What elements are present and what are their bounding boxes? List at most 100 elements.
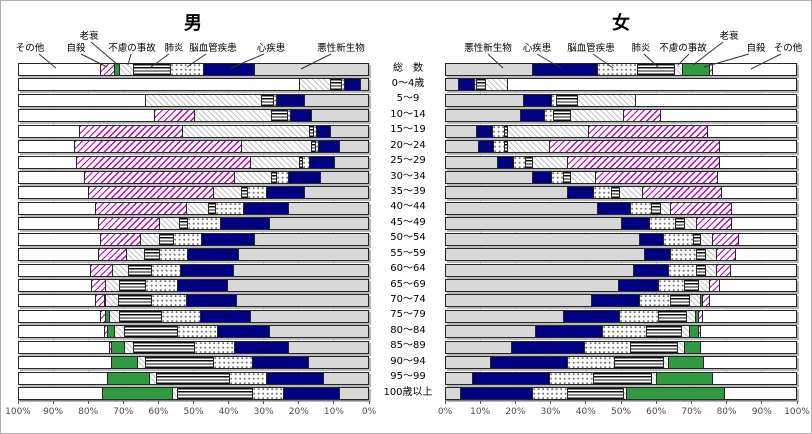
segment-senility [108, 372, 150, 384]
age-label-10: 45〜49 [390, 216, 426, 228]
bar-male-8 [18, 186, 369, 200]
segment-heart [266, 187, 306, 199]
gridline-70pct [263, 63, 265, 399]
age-label-1: 0〜4歳 [391, 77, 425, 89]
segment-cancer [254, 233, 368, 245]
bar-male-18 [18, 340, 369, 354]
segment-accident [705, 249, 716, 261]
segment-pneumonia [593, 372, 651, 384]
axis-tick-label: 70% [681, 407, 702, 417]
bar-female-3 [445, 109, 797, 123]
segment-stroke [531, 388, 567, 400]
segment-heart [472, 372, 550, 384]
segment-other [19, 357, 112, 369]
segment-other [19, 110, 156, 122]
segment-heart [310, 156, 335, 168]
segment-cancer [305, 94, 368, 106]
segment-other [699, 341, 796, 353]
axis-tick-label: 30% [253, 407, 274, 417]
segment-suicide [701, 295, 709, 307]
age-label-21: 100歳以上 [383, 386, 433, 398]
segment-heart [284, 388, 341, 400]
segment-accident [186, 202, 210, 214]
gridline-0pct [17, 63, 19, 399]
callout-line [692, 41, 724, 66]
segment-suicide [549, 141, 719, 153]
bar-male-7 [18, 171, 369, 184]
segment-cancer [446, 264, 634, 276]
segment-stroke [174, 233, 203, 245]
bar-male-6 [18, 155, 369, 169]
bar-female-6 [445, 155, 797, 169]
segment-stroke [230, 372, 267, 384]
segment-pneumonia [156, 372, 231, 384]
segment-pneumonia [563, 172, 571, 183]
axis-tick [726, 401, 728, 404]
segment-other [19, 79, 300, 91]
segment-senility [668, 357, 704, 369]
segment-cancer [446, 218, 621, 230]
segment-senility [656, 372, 712, 384]
segment-other [724, 388, 796, 400]
segment-suicide [708, 64, 712, 75]
bar-male-10 [18, 217, 369, 231]
segment-pneumonia [503, 141, 508, 153]
segment-pneumonia [120, 280, 147, 292]
age-label-0: 総 数 [393, 62, 423, 74]
age-label-16: 75〜79 [390, 309, 426, 321]
segment-heart [291, 110, 313, 122]
bar-male-2 [18, 93, 369, 107]
segment-pneumonia [556, 94, 578, 106]
segment-other [19, 310, 102, 322]
segment-accident [115, 326, 126, 338]
segment-pneumonia [331, 79, 342, 91]
segment-other [507, 79, 796, 91]
segment-senility [694, 310, 698, 322]
segment-heart [266, 372, 325, 384]
axis-tick [228, 401, 230, 404]
segment-heart [317, 125, 332, 137]
gridline-80pct [726, 63, 728, 399]
segment-stroke [649, 218, 676, 230]
segment-pneumonia [696, 249, 705, 261]
segment-stroke [151, 295, 187, 307]
segment-suicide [715, 264, 730, 276]
segment-suicide [696, 218, 732, 230]
segment-other [712, 372, 796, 384]
age-label-20: 95〜99 [390, 371, 426, 383]
segment-suicide [88, 187, 215, 199]
segment-accident [195, 110, 273, 122]
segment-accident [570, 110, 623, 122]
segment-stroke [188, 218, 222, 230]
male-label-pneumonia: 肺炎 [164, 43, 184, 54]
bar-male-9 [18, 201, 369, 215]
segment-accident [160, 218, 180, 230]
segment-heart [289, 172, 321, 183]
segment-stroke [214, 357, 253, 369]
bar-female-5 [445, 140, 797, 154]
segment-stroke [551, 94, 557, 106]
segment-stroke [670, 249, 697, 261]
axis-tick [620, 401, 622, 404]
segment-suicide [109, 341, 112, 353]
segment-heart [633, 264, 669, 276]
bar-male-21 [18, 387, 369, 401]
male-label-other: その他 [16, 42, 45, 54]
segment-stroke [252, 388, 285, 400]
bar-female-21 [445, 387, 797, 401]
segment-suicide [712, 233, 739, 245]
male-label-cancer: 悪性新生物 [317, 42, 365, 54]
segment-cancer [446, 295, 592, 307]
segment-senility [104, 295, 107, 307]
segment-cancer [308, 357, 368, 369]
segment-other [19, 341, 110, 353]
segment-pneumonia [475, 79, 485, 91]
segment-heart [345, 79, 362, 91]
segment-accident [698, 280, 709, 292]
axis-tick [193, 401, 194, 404]
axis-tick-label: 60% [646, 407, 667, 417]
gridline-0pct [444, 63, 446, 399]
segment-other [729, 264, 796, 276]
segment-stroke [584, 341, 630, 353]
segment-heart [277, 94, 306, 106]
